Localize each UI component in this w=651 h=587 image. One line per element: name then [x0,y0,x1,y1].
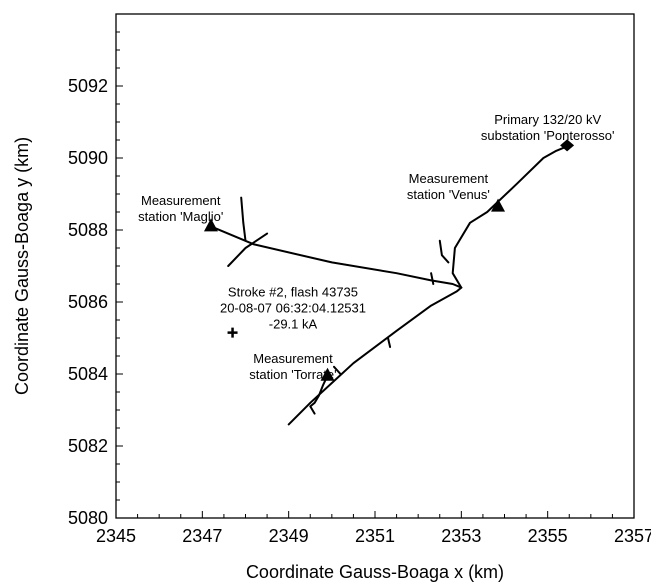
annotation-line: station 'Torrate' [249,367,336,382]
series-layer [210,144,571,426]
x-tick-label: 2357 [614,526,651,546]
measurement-station-marker [203,218,218,232]
feeder-line [451,144,571,289]
annotation-label: Stroke #2, flash 43735 20-08-07 06:32:04.… [220,285,366,332]
feeder-line [240,196,247,242]
x-axis-ticks: 2345 2347 2349 2351 2353 2355 2357 [96,511,651,546]
substation-marker [560,139,575,152]
feeder-line [333,365,342,375]
feeder-line [438,239,450,264]
annotation-line: station 'Maglio' [138,209,223,224]
annotation-line: 20-08-07 06:32:04.12531 [220,301,366,316]
annotation-label: Primary 132/20 kV substation 'Ponterosso' [481,112,615,143]
marker-layer [203,139,575,381]
annotation-line: station 'Venus' [407,187,490,202]
y-tick-label: 5088 [68,220,108,240]
x-tick-label: 2347 [182,526,222,546]
annotation-line: Measurement [253,351,333,366]
y-axis-title: Coordinate Gauss-Boaga y (km) [12,137,32,395]
y-tick-label: 5082 [68,436,108,456]
annotation-label: Measurement station 'Venus' [407,171,490,202]
x-tick-label: 2345 [96,526,136,546]
x-axis-title: Coordinate Gauss-Boaga x (km) [246,562,504,582]
feeder-line [309,374,329,415]
measurement-station-marker [491,198,506,212]
x-tick-label: 2349 [269,526,309,546]
feeder-line [210,225,463,289]
annotation-layer: Measurement station 'Maglio'Measurement st… [138,112,614,382]
y-tick-label: 5080 [68,508,108,528]
annotation-line: -29.1 kA [269,317,318,332]
x-tick-label: 2353 [441,526,481,546]
annotation-line: Measurement [409,171,489,186]
measurement-station-marker [320,367,335,381]
annotation-label: Measurement station 'Maglio' [138,193,223,224]
annotation-line: Stroke #2, flash 43735 [228,285,358,300]
y-tick-label: 5092 [68,76,108,96]
feeder-line [387,337,392,348]
annotation-line: Measurement [141,193,221,208]
x-tick-label: 2351 [355,526,395,546]
feeder-line [227,232,269,267]
x-tick-label: 2355 [528,526,568,546]
feeder-line [287,286,463,426]
annotation-line: Primary 132/20 kV [494,112,601,127]
y-tick-label: 5086 [68,292,108,312]
lightning-stroke-marker [227,327,238,338]
feeder-line [430,272,435,285]
y-tick-label: 5090 [68,148,108,168]
annotation-line: substation 'Ponterosso' [481,128,615,143]
plot-frame [115,13,635,519]
y-axis-ticks: 5080 5082 5084 5086 5088 5090 5092 [68,13,123,528]
y-tick-label: 5084 [68,364,108,384]
annotation-label: Measurement station 'Torrate' [249,351,336,382]
